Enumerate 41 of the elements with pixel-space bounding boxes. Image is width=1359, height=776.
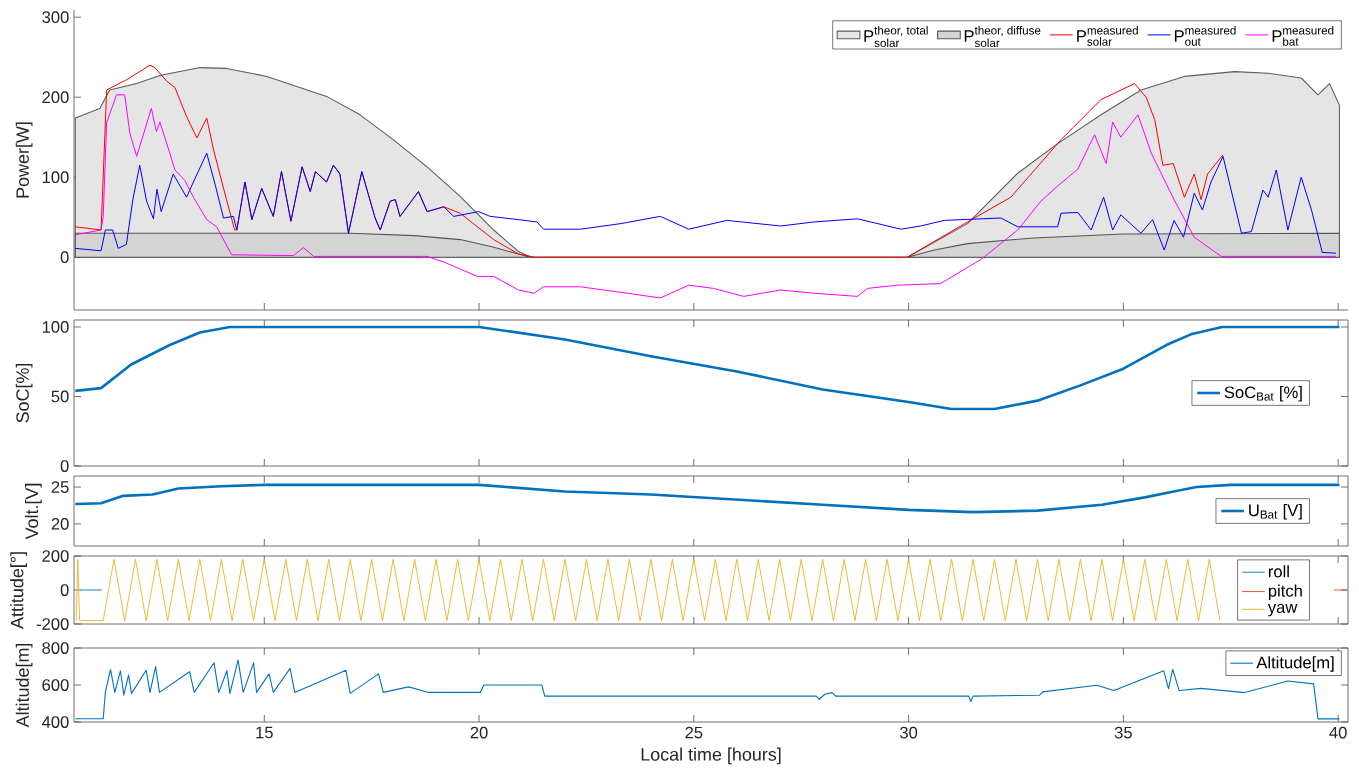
y-tick-label: 0	[60, 460, 69, 472]
y-tick-label: -200	[36, 618, 69, 630]
y-tick-label: 100	[42, 321, 69, 333]
line-series	[74, 152, 1337, 254]
y-tick-label: 0	[60, 584, 69, 596]
y-tick-label: 100	[42, 171, 69, 184]
y-tick-label: 400	[41, 716, 69, 728]
y-axis-title: Altitude[m]	[15, 643, 33, 728]
y-axis-title: Power[W]	[15, 122, 33, 198]
y-tick-label: 20	[51, 518, 69, 530]
legend-label: SoC$_{Bat}$ [%]	[1224, 385, 1302, 402]
x-tick-label: 15	[256, 726, 273, 739]
y-tick-label: 50	[51, 390, 69, 403]
legend-label: $\text{P}^{\text{theor, diffuse}}_{\text{solar}}$	[964, 26, 1041, 48]
y-axis-title: Attitude[°]	[10, 552, 27, 629]
y-tick-label: 0	[60, 251, 69, 264]
y-tick-label: 200	[42, 550, 69, 562]
legend-label: $\text{P}^{\text{theor, total}}_{\text{solar}}$	[864, 26, 928, 48]
legend-label: U$_{Bat}$ [V]	[1249, 503, 1302, 520]
legend-label: $\text{P}^{\text{measured}}_{\text{out}}$	[1174, 26, 1236, 46]
x-tick-label: 30	[899, 726, 918, 739]
line-series	[74, 94, 1337, 299]
legend-label: pitch	[1268, 584, 1302, 601]
x-tick-label: 20	[470, 726, 488, 739]
x-tick-label: 35	[1114, 726, 1132, 739]
x-tick-label: 25	[685, 726, 703, 739]
y-tick-label: 25	[51, 481, 69, 493]
legend-label: $\text{P}^{\text{measured}}_{\text{bat}}$	[1272, 26, 1334, 46]
x-tick-label: 40	[1329, 726, 1347, 739]
y-tick-label: 300	[42, 11, 69, 24]
y-axis-title: SoC[%]	[15, 363, 33, 423]
y-tick-label: 200	[42, 91, 69, 104]
legend-label: yaw	[1267, 603, 1298, 617]
line-series	[74, 325, 1341, 411]
legend-label: $\text{P}^{\text{measured}}_{\text{solar}}$	[1077, 26, 1138, 46]
y-axis-title: Volt.[V]	[25, 483, 42, 540]
legend-label: roll	[1268, 565, 1289, 578]
x-axis-title: Local time [hours]	[641, 747, 781, 765]
y-tick-label: 600	[42, 679, 69, 691]
legend-label: Altitude[m]	[1256, 656, 1334, 672]
y-tick-label: 800	[42, 642, 69, 654]
